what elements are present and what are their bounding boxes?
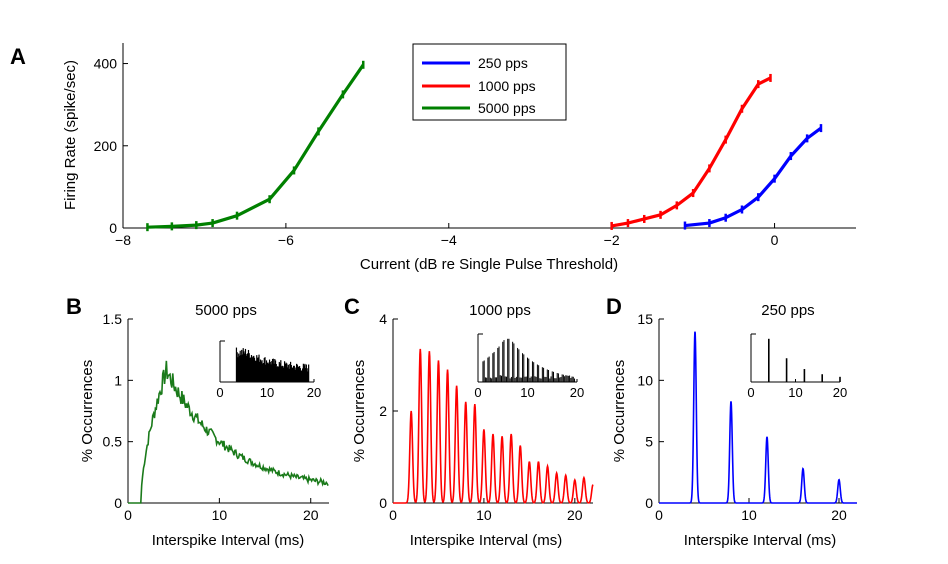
inset-xtick-label: 20 bbox=[307, 385, 321, 400]
ytick-label-a: 0 bbox=[109, 220, 117, 236]
inset-xtick-label: 20 bbox=[570, 385, 584, 400]
ytick-label-c: 0 bbox=[379, 495, 387, 511]
ylabel-c: % Occurrences bbox=[351, 360, 368, 463]
xtick-label-d: 0 bbox=[655, 507, 663, 523]
title-c: 1000 pps bbox=[469, 302, 531, 319]
inset-b: 0 10 20 bbox=[216, 340, 321, 400]
ytick-label-b: 1 bbox=[114, 372, 122, 388]
ylabel-b: % Occurrences bbox=[79, 360, 96, 463]
panel-d: D 250 pps 0 10 20 0 5 10 15 0 10 20 Interspike I… bbox=[606, 294, 857, 549]
panel-label-b: B bbox=[66, 294, 82, 319]
xtick-label-b: 20 bbox=[303, 507, 319, 523]
ytick-label-b: 1.5 bbox=[103, 311, 123, 327]
inset-xtick-label: 0 bbox=[216, 385, 223, 400]
xlabel-d: Interspike Interval (ms) bbox=[684, 532, 837, 549]
ytick-label-a: 200 bbox=[94, 138, 118, 154]
xlabel-b: Interspike Interval (ms) bbox=[152, 532, 305, 549]
legend-label-250: 250 pps bbox=[478, 55, 528, 71]
inset-c: 0 10 20 bbox=[474, 333, 584, 400]
xtick-label-d: 10 bbox=[741, 507, 757, 523]
panel-a: A −8 −6 −4 −2 0 0 200 400 Current (dB re Single… bbox=[10, 43, 856, 273]
panel-c: C 1000 pps 0 10 20 0 2 4 0 10 20 Interspike Int… bbox=[344, 294, 594, 549]
inset-xtick-label: 10 bbox=[520, 385, 534, 400]
xtick-label-a: −4 bbox=[441, 232, 457, 248]
series-c bbox=[393, 348, 594, 504]
inset-xtick-label: 0 bbox=[474, 385, 481, 400]
ytick-label-a: 400 bbox=[94, 56, 118, 72]
ytick-label-c: 4 bbox=[379, 311, 387, 327]
ylabel-d: % Occurrences bbox=[611, 360, 628, 463]
title-d: 250 pps bbox=[761, 302, 814, 319]
series-a bbox=[146, 60, 823, 232]
ytick-label-d: 15 bbox=[637, 311, 653, 327]
legend: 250 pps 1000 pps 5000 pps bbox=[412, 43, 567, 121]
panel-label-c: C bbox=[344, 294, 360, 319]
ytick-label-d: 10 bbox=[637, 372, 653, 388]
xtick-label-a: 0 bbox=[771, 232, 779, 248]
ticks-c: 0 10 20 0 2 4 bbox=[379, 311, 583, 523]
ytick-label-c: 2 bbox=[379, 403, 387, 419]
inset-xtick-label: 10 bbox=[260, 385, 274, 400]
inset-xtick-label: 0 bbox=[747, 385, 754, 400]
ticks-a: −8 −6 −4 −2 0 0 200 400 bbox=[94, 56, 779, 248]
ytick-label-d: 0 bbox=[645, 495, 653, 511]
ticks-d: 0 10 20 0 5 10 15 bbox=[637, 311, 847, 523]
series-d bbox=[659, 331, 857, 504]
series-line-1000-pps bbox=[611, 76, 772, 228]
isi-trace-250 bbox=[659, 331, 857, 504]
xtick-label-a: −6 bbox=[278, 232, 294, 248]
xtick-label-c: 10 bbox=[476, 507, 492, 523]
legend-label-5000: 5000 pps bbox=[478, 100, 536, 116]
legend-label-1000: 1000 pps bbox=[478, 78, 536, 94]
inset-d: 0 10 20 bbox=[747, 333, 847, 400]
panel-b: B 5000 pps 0 10 20 0 0.5 1 1.5 0 10 20 Interspik… bbox=[66, 294, 329, 549]
title-b: 5000 pps bbox=[195, 302, 257, 319]
xtick-label-c: 0 bbox=[389, 507, 397, 523]
xlabel-a: Current (dB re Single Pulse Threshold) bbox=[360, 256, 618, 273]
panel-label-d: D bbox=[606, 294, 622, 319]
inset-xtick-label: 10 bbox=[788, 385, 802, 400]
ylabel-a: Firing Rate (spike/sec) bbox=[62, 60, 79, 210]
xtick-label-b: 10 bbox=[212, 507, 228, 523]
ytick-label-b: 0.5 bbox=[103, 434, 123, 450]
isi-trace-1000 bbox=[393, 348, 594, 504]
series-b bbox=[128, 360, 329, 504]
ytick-label-d: 5 bbox=[645, 434, 653, 450]
xtick-label-d: 20 bbox=[831, 507, 847, 523]
xtick-label-a: −8 bbox=[115, 232, 131, 248]
xtick-label-b: 0 bbox=[124, 507, 132, 523]
series-line-5000-pps bbox=[147, 63, 365, 229]
ticks-b: 0 10 20 0 0.5 1 1.5 bbox=[103, 311, 319, 523]
panel-label-a: A bbox=[10, 44, 26, 69]
xtick-label-c: 20 bbox=[567, 507, 583, 523]
xlabel-c: Interspike Interval (ms) bbox=[410, 532, 563, 549]
inset-xtick-label: 20 bbox=[833, 385, 847, 400]
isi-trace-5000 bbox=[128, 360, 329, 504]
xtick-label-a: −2 bbox=[604, 232, 620, 248]
ytick-label-b: 0 bbox=[114, 495, 122, 511]
